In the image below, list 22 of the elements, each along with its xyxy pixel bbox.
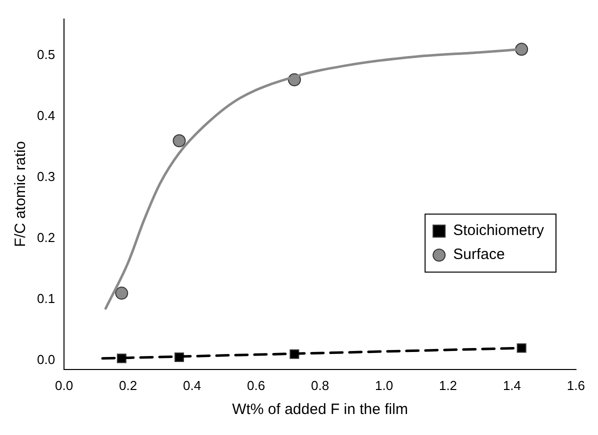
point bbox=[115, 286, 128, 300]
y-tick-label: 0.5 bbox=[36, 46, 56, 62]
point bbox=[516, 343, 526, 353]
y-tick-label: 0.2 bbox=[36, 230, 56, 245]
legend-label: Stoichiometry bbox=[453, 222, 544, 240]
x-tick-label: 1.2 bbox=[438, 378, 458, 393]
x-tick-label: 0.4 bbox=[183, 378, 202, 393]
point bbox=[172, 134, 186, 148]
x-tick-label: 1.0 bbox=[374, 378, 394, 393]
x-axis-title: Wt% of added F in the film bbox=[232, 401, 408, 418]
x-tick-label: 0.2 bbox=[119, 378, 138, 393]
x-tick-label: 0.8 bbox=[310, 378, 330, 393]
y-tick-label: 0.0 bbox=[36, 352, 56, 367]
x-tick-label: 0.6 bbox=[246, 378, 266, 393]
y-tick-label: 0.3 bbox=[36, 168, 56, 184]
legend-label: Surface bbox=[453, 246, 505, 264]
x-tick-label: 1.4 bbox=[502, 378, 522, 393]
x-tick-label: 1.6 bbox=[566, 378, 586, 393]
x-tick-label: 0.0 bbox=[55, 378, 74, 393]
y-tick-label: 0.1 bbox=[36, 290, 56, 306]
y-tick-label: 0.4 bbox=[36, 108, 56, 123]
y-axis-title: F/C atomic ratio bbox=[12, 141, 30, 248]
